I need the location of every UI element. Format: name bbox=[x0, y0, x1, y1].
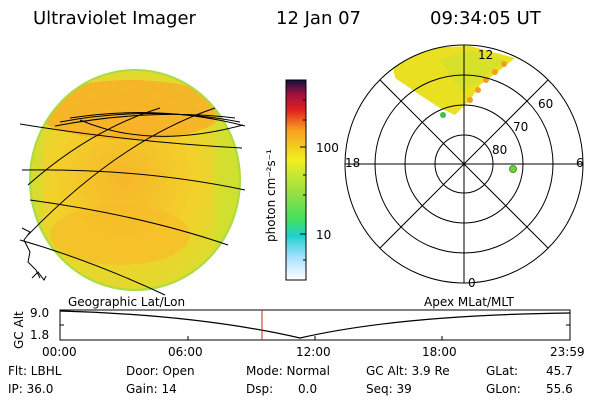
date-label: 12 Jan 07 bbox=[276, 8, 361, 29]
mlt-label-12: 12 bbox=[478, 48, 494, 62]
lat-label-60: 60 bbox=[538, 97, 554, 111]
orbit-timeline bbox=[59, 309, 571, 341]
timeline-x-tick-1200: 12:00 bbox=[296, 345, 331, 359]
timeline-x-tick-0600: 06:00 bbox=[168, 345, 203, 359]
colorbar-tick-100: 100 bbox=[316, 141, 339, 155]
gc-alt-info: GC Alt: 3.9 Re bbox=[366, 364, 450, 378]
timeline-x-tick-2359: 23:59 bbox=[550, 345, 585, 359]
flt-info: Flt: LBHL bbox=[8, 364, 62, 378]
seq-info: Seq: 39 bbox=[366, 382, 412, 396]
dsp-value: 0.0 bbox=[298, 382, 318, 396]
polar-plot bbox=[344, 44, 584, 284]
timeline-right-title: Apex MLat/MLT bbox=[424, 295, 514, 309]
glon-label: GLon: bbox=[486, 382, 521, 396]
glat-value: 45.7 bbox=[546, 364, 573, 378]
timeline-left-title: Geographic Lat/Lon bbox=[68, 295, 186, 309]
mlt-label-18: 18 bbox=[345, 156, 361, 170]
glon-value: 55.6 bbox=[546, 382, 573, 396]
mlt-label-6: 6 bbox=[576, 156, 584, 170]
mlt-label-0: 0 bbox=[468, 276, 476, 290]
geographic-grid bbox=[19, 107, 246, 296]
ip-info: IP: 36.0 bbox=[8, 382, 54, 396]
door-info: Door: Open bbox=[126, 364, 195, 378]
glat-label: GLat: bbox=[486, 364, 519, 378]
time-label: 09:34:05 UT bbox=[430, 8, 541, 29]
timeline-x-tick-1800: 18:00 bbox=[422, 345, 457, 359]
colorbar bbox=[285, 79, 307, 281]
app-title: Ultraviolet Imager bbox=[33, 8, 196, 29]
colorbar-unit-label: photon cm⁻²s⁻¹ bbox=[264, 149, 278, 242]
lat-label-80: 80 bbox=[492, 143, 508, 157]
gain-info: Gain: 14 bbox=[126, 382, 177, 396]
timeline-y-axis-label: GC Alt bbox=[12, 311, 26, 349]
dsp-label: Dsp: bbox=[246, 382, 274, 396]
mode-info: Mode: Normal bbox=[246, 364, 330, 378]
uv-earth-image bbox=[19, 69, 246, 296]
timeline-y-tick-low: 1.8 bbox=[30, 328, 50, 342]
timeline-x-tick-0000: 00:00 bbox=[42, 345, 77, 359]
lat-label-70: 70 bbox=[513, 120, 529, 134]
colorbar-tick-10: 10 bbox=[316, 228, 332, 242]
timeline-y-tick-high: 9.0 bbox=[30, 306, 50, 320]
